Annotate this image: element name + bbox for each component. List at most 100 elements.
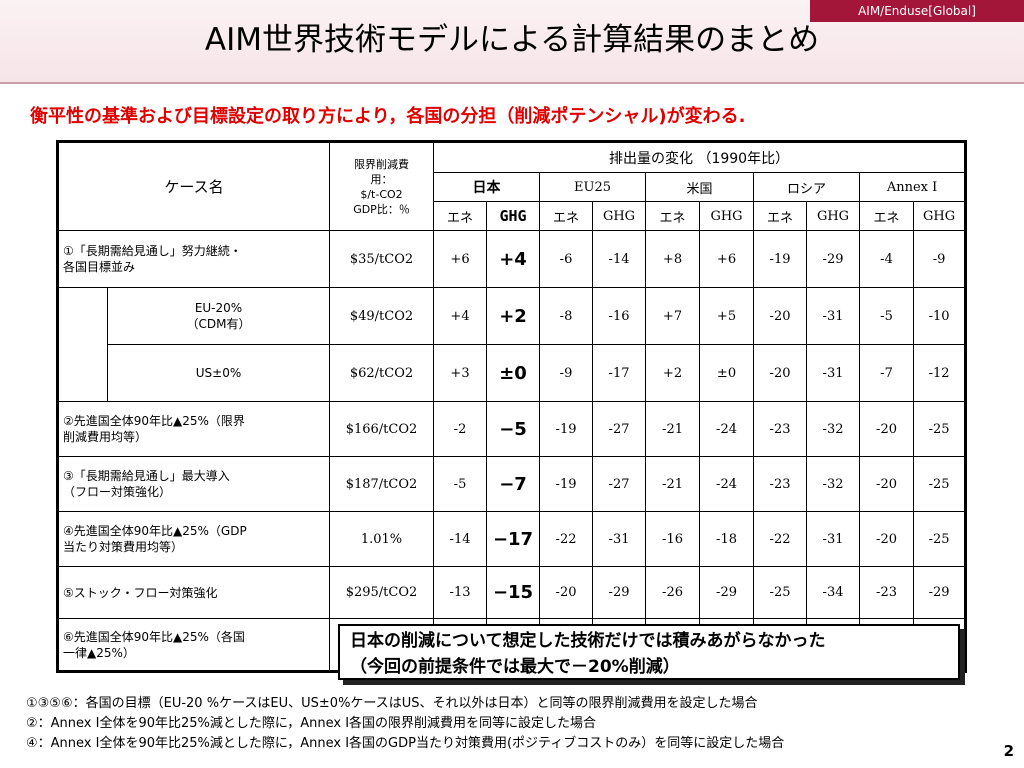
case-label: ②先進国全体90年比▲25%（限界 削減費用均等） [56,401,331,457]
page-number: 2 [1003,742,1014,760]
case-label-line: ④先進国全体90年比▲25%（GDP [63,524,247,538]
value-cell: -32 [806,456,861,512]
value-cell: -25 [913,511,967,567]
case-label: ①「長期需給見通し」努力継続・ 各国目標並み [56,230,331,288]
value-cell: +4 [433,287,488,345]
ru-ghg-header: GHG [806,201,861,231]
value-cell: -25 [753,566,808,619]
value-cell: -23 [859,566,915,619]
jp-energy-header: エネ [433,201,488,231]
emission-change-header: 排出量の変化 （1990年比） [433,141,967,173]
value-cell: -29 [806,230,861,288]
value-cell: -31 [806,511,861,567]
case-label-line: ①「長期需給見通し」努力継続・ [63,244,242,258]
case-label: EU-20% （CDM有） [106,287,331,345]
value-cell: -27 [592,401,647,457]
value-cell: -26 [645,566,701,619]
case-label-line: （フロー対策強化） [63,485,172,499]
footnotes: ①③⑤⑥：各国の目標（EU-20 %ケースはEU、US±0%ケースはUS、それ以… [26,694,784,754]
value-cell: −15 [486,566,541,619]
table-row: ③「長期需給見通し」最大導入 （フロー対策強化） $187/tCO2 -5 −7… [56,456,967,512]
value-cell: -24 [699,456,755,512]
value-cell: -29 [592,566,647,619]
value-cell: -19 [539,456,594,512]
case-label: ⑤ストック・フロー対策強化 [56,566,331,619]
cost-cell: $295/tCO2 [329,566,435,619]
annex-energy-header: エネ [859,201,915,231]
indent-spacer [57,287,108,345]
region-us: 米国 [645,172,755,202]
value-cell: -31 [806,287,861,345]
value-cell: ±0 [486,344,541,402]
value-cell: -25 [913,456,967,512]
case-label-line: 当たり対策費用均等） [63,540,184,554]
case-label-line: 各国目標並み [63,260,136,274]
callout-line-1: 日本の削減について想定した技術だけでは積みあがらなかった [350,631,826,651]
value-cell: -9 [913,230,967,288]
case-label-line: EU-20% [194,301,243,315]
value-cell: -22 [539,511,594,567]
value-cell: -17 [592,344,647,402]
value-cell: +6 [699,230,755,288]
ru-energy-header: エネ [753,201,808,231]
value-cell: -4 [859,230,915,288]
value-cell: -7 [859,344,915,402]
table-row: ④先進国全体90年比▲25%（GDP 当たり対策費用均等） 1.01% -14 … [56,511,967,567]
footnote: ①③⑤⑥：各国の目標（EU-20 %ケースはEU、US±0%ケースはUS、それ以… [26,696,758,711]
case-label: US±0% [106,344,331,402]
slide-title: AIM世界技術モデルによる計算結果のまとめ [204,22,820,58]
value-cell: -27 [592,456,647,512]
value-cell: −7 [486,456,541,512]
value-cell: -19 [539,401,594,457]
value-cell: ±0 [699,344,755,402]
cost-header-line-2: 用： [370,172,393,186]
model-tag: AIM/Enduse[Global] [810,0,1024,22]
region-russia: ロシア [753,172,861,202]
cost-cell: $35/tCO2 [329,230,435,288]
cost-header: 限界削減費 用： $/t-CO2 GDP比：％ [329,141,435,231]
us-ghg-header: GHG [699,201,755,231]
cost-cell: $49/tCO2 [329,287,435,345]
table-row: ⑤ストック・フロー対策強化 $295/tCO2 -13 −15 -20 -29 … [56,566,967,619]
table-row: ①「長期需給見通し」努力継続・ 各国目標並み $35/tCO2 +6 +4 -6… [56,230,967,288]
value-cell: +6 [433,230,488,288]
value-cell: -19 [753,230,808,288]
cost-header-line-4: GDP比：％ [353,202,410,216]
value-cell: -2 [433,401,488,457]
callout-box: 日本の削減について想定した技術だけでは積みあがらなかった （今回の前提条件では最… [338,624,960,680]
value-cell: -21 [645,456,701,512]
slide-subtitle: 衡平性の基準および目標設定の取り方により，各国の分担（削減ポテンシャル)が変わる… [30,106,746,127]
cost-cell: $166/tCO2 [329,401,435,457]
cost-cell: $187/tCO2 [329,456,435,512]
case-label-line: ③「長期需給見通し」最大導入 [63,469,230,483]
case-label-line: ⑥先進国全体90年比▲25%（各国 [63,629,245,644]
value-cell: -23 [753,456,808,512]
value-cell: -9 [539,344,594,402]
value-cell: -31 [806,344,861,402]
value-cell: -6 [539,230,594,288]
case-label-line: ⑤ストック・フロー対策強化 [63,585,218,600]
value-cell: -14 [592,230,647,288]
value-cell: -29 [913,566,967,619]
value-cell: -18 [699,511,755,567]
value-cell: +7 [645,287,701,345]
value-cell: -23 [753,401,808,457]
value-cell: -20 [753,287,808,345]
value-cell: -16 [592,287,647,345]
region-annex1: Annex Ⅰ [859,172,967,202]
cost-header-line-1: 限界削減費 [354,157,410,171]
value-cell: +4 [486,230,541,288]
value-cell: +2 [645,344,701,402]
eu-ghg-header: GHG [592,201,647,231]
case-label-line: 一律▲25%） [63,645,135,660]
case-label-line: US±0% [195,366,242,380]
value-cell: -34 [806,566,861,619]
region-eu25: EU25 [539,172,647,202]
sub-header-row: エネ GHG エネ GHG エネ GHG エネ GHG エネ GHG [58,201,967,231]
value-cell: −17 [486,511,541,567]
indent-spacer [57,344,108,402]
value-cell: -20 [859,511,915,567]
value-cell: -22 [753,511,808,567]
cost-cell: 1.01% [329,511,435,567]
footnote: ②：Annex I全体を90年比25%減とした際に，Annex I各国の限界削減… [26,716,597,731]
